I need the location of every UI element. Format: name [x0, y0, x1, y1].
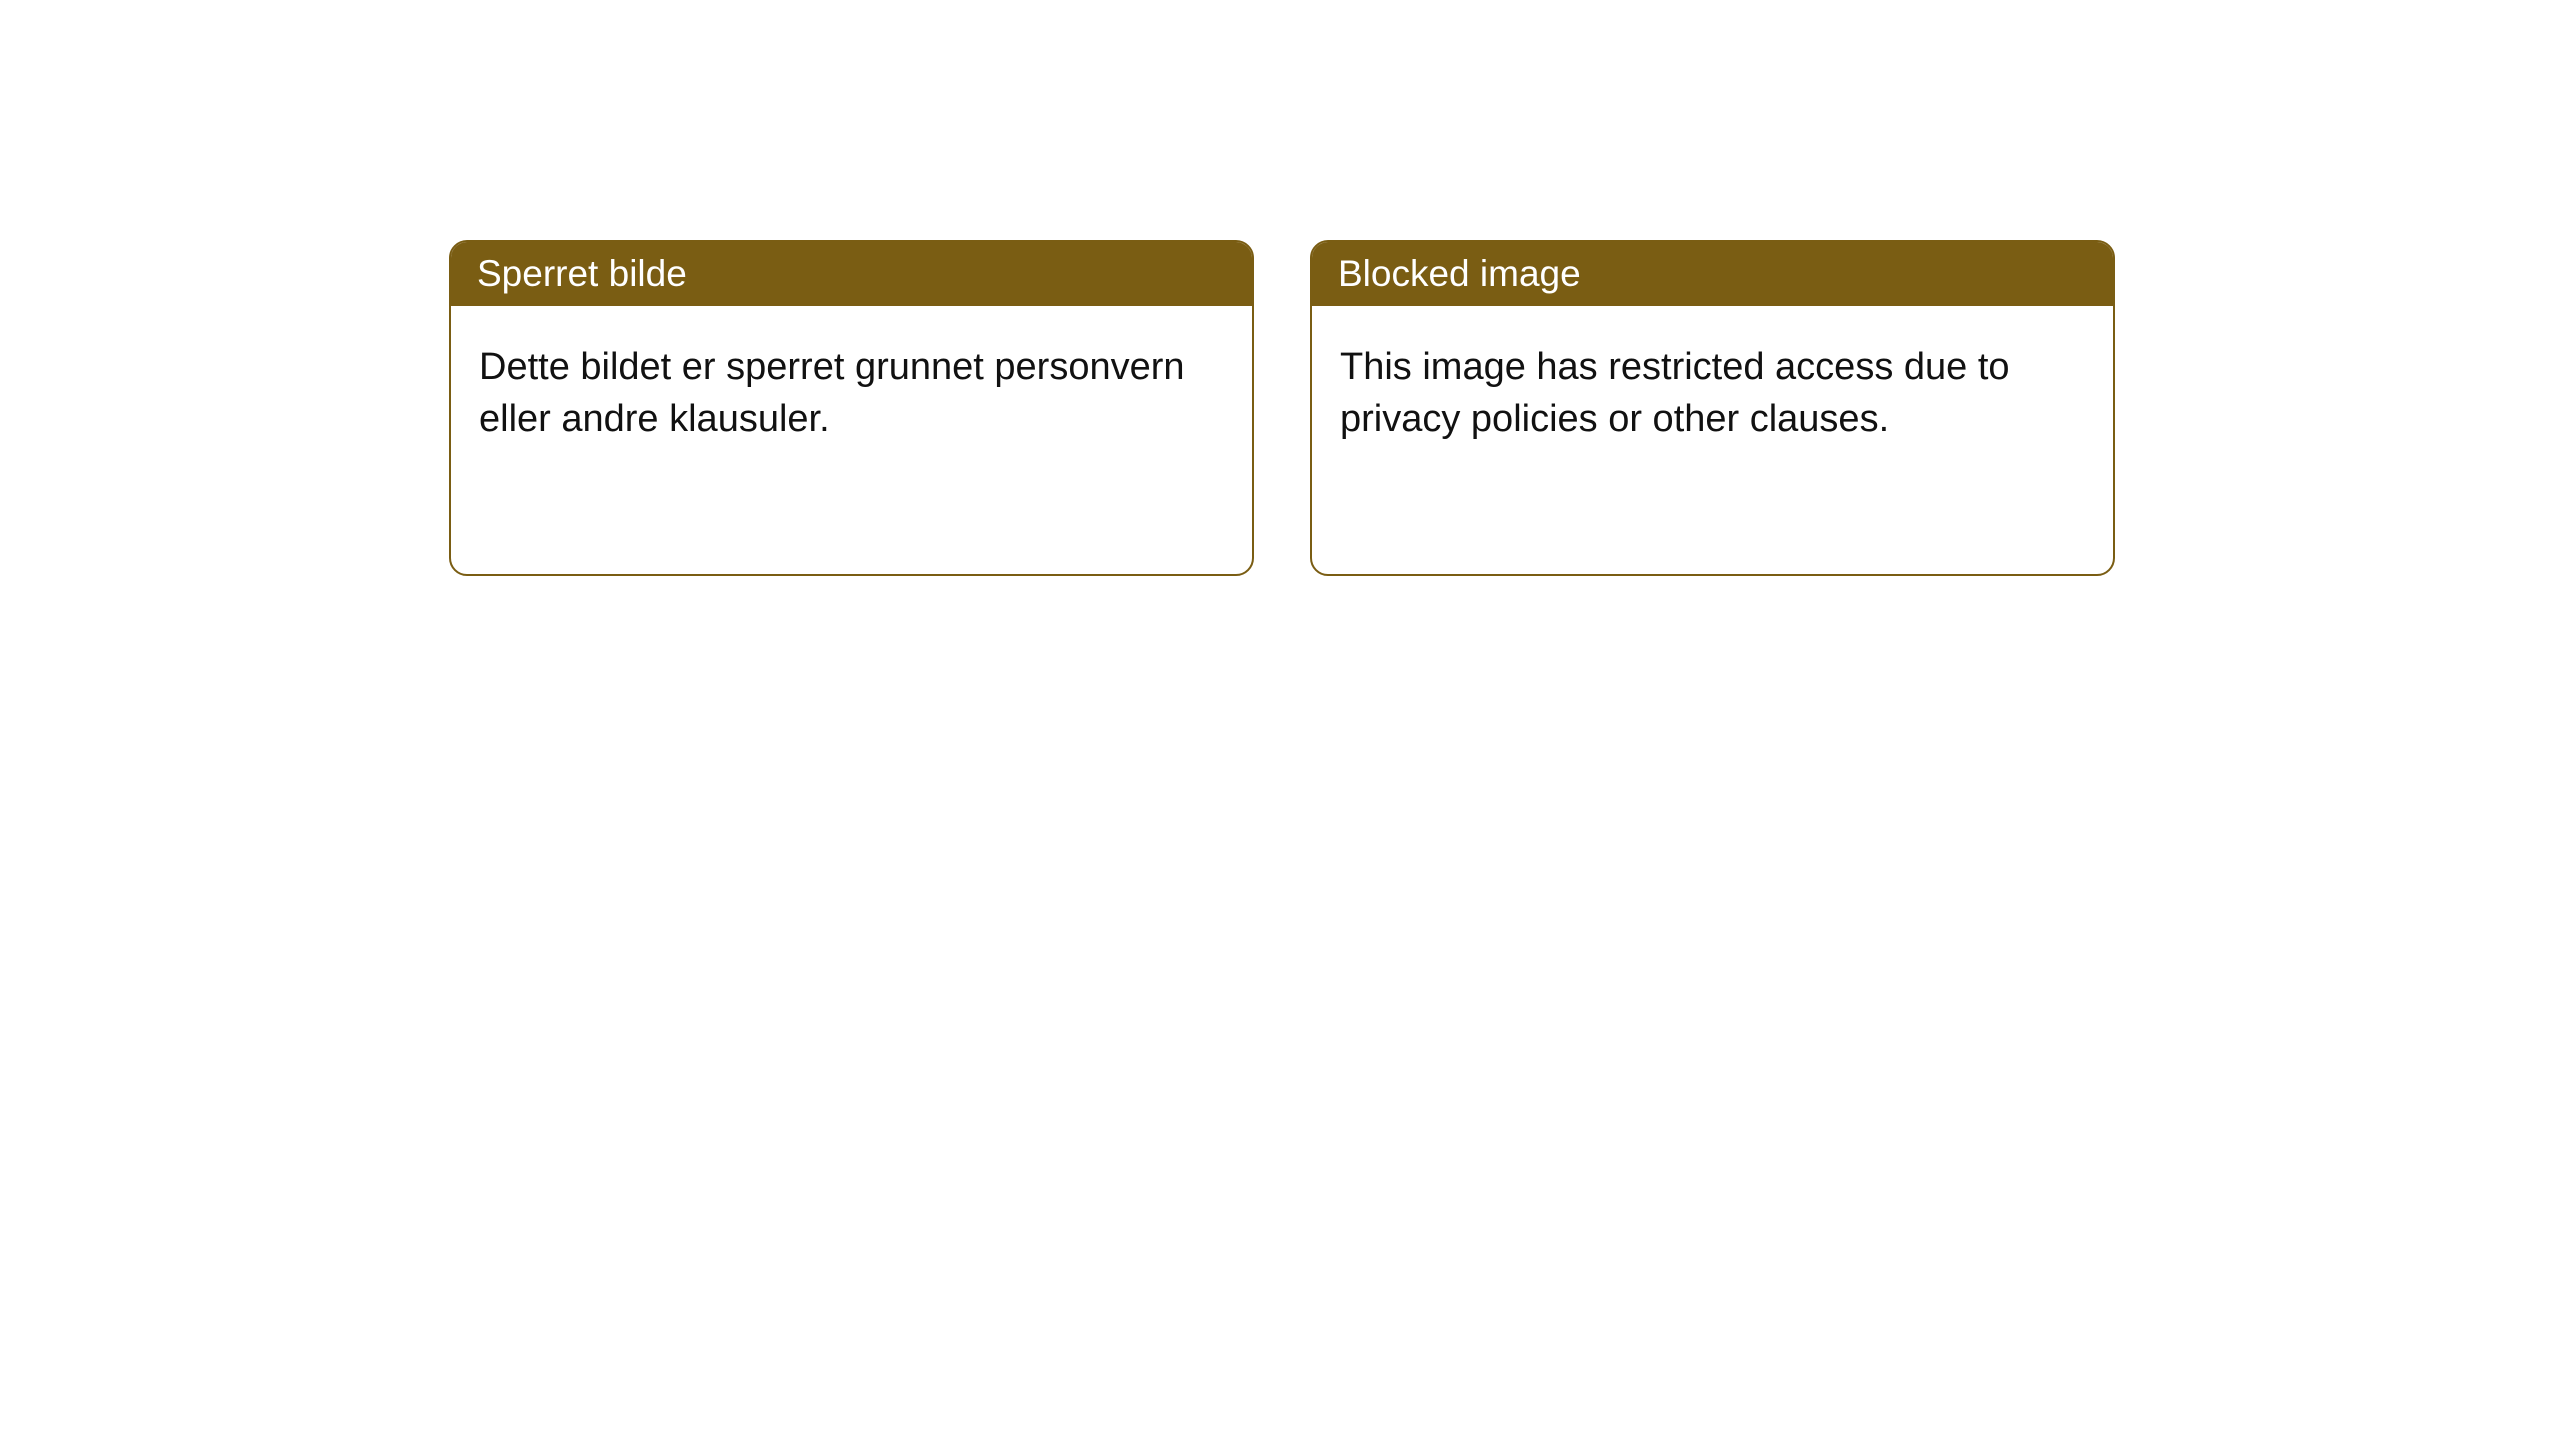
- notice-container: Sperret bilde Dette bildet er sperret gr…: [0, 0, 2560, 576]
- notice-body: Dette bildet er sperret grunnet personve…: [451, 306, 1252, 481]
- notice-body: This image has restricted access due to …: [1312, 306, 2113, 481]
- notice-box-norwegian: Sperret bilde Dette bildet er sperret gr…: [449, 240, 1254, 576]
- notice-title: Sperret bilde: [451, 242, 1252, 306]
- notice-box-english: Blocked image This image has restricted …: [1310, 240, 2115, 576]
- notice-title: Blocked image: [1312, 242, 2113, 306]
